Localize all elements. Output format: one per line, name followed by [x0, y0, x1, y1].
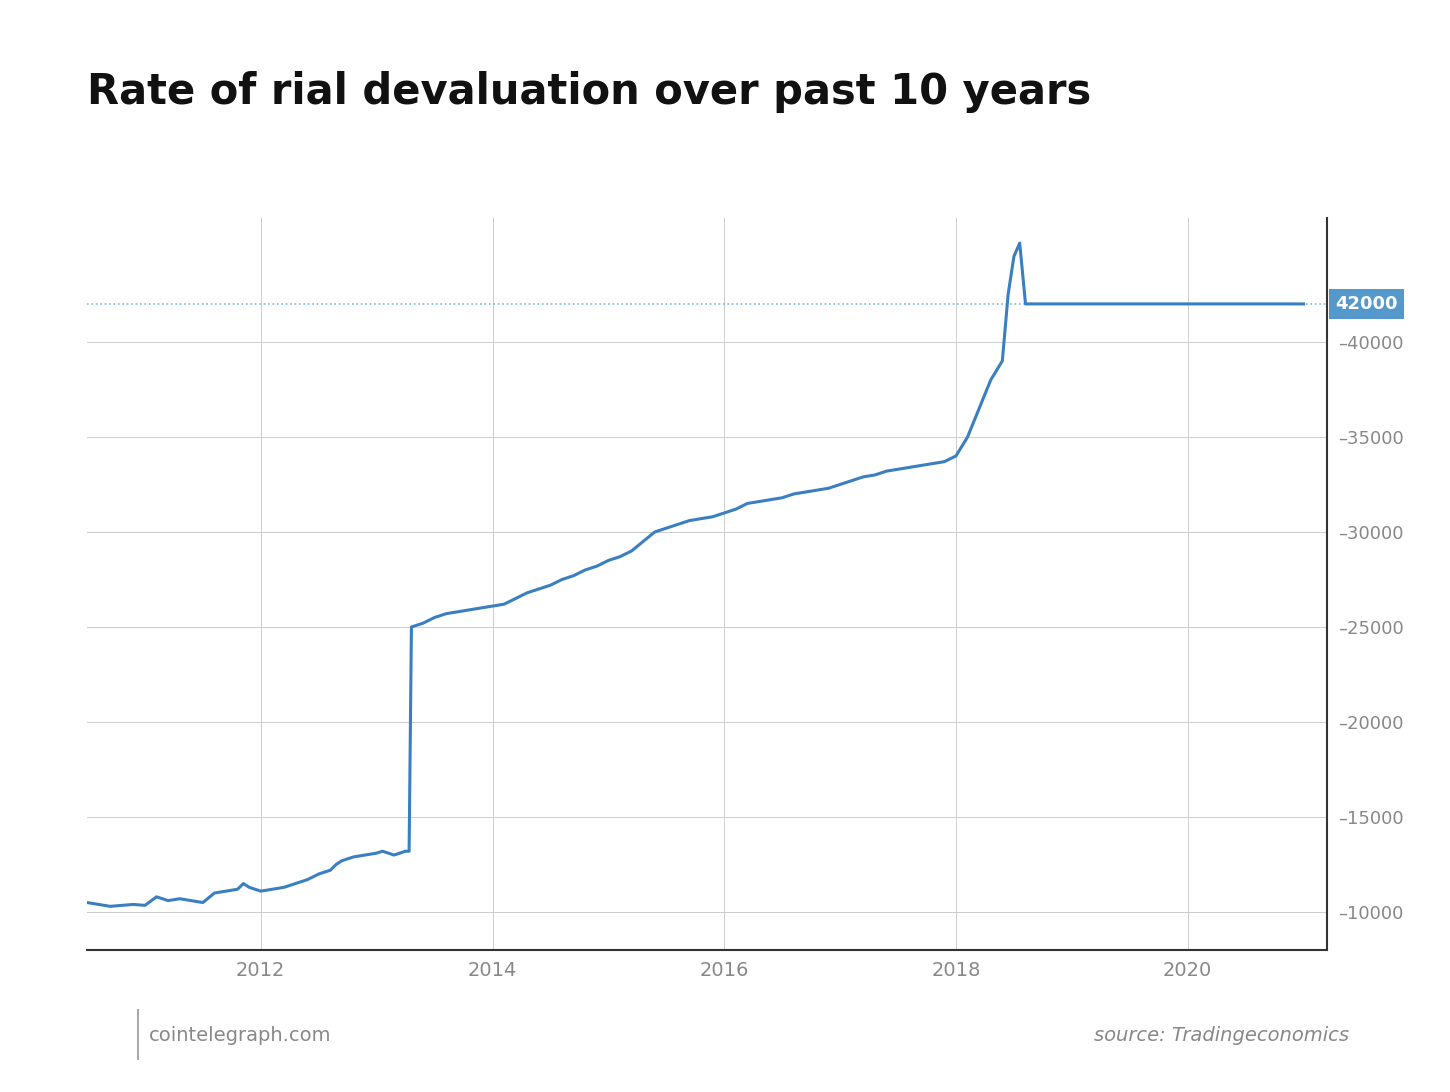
Text: Rate of rial devaluation over past 10 years: Rate of rial devaluation over past 10 ye… [87, 71, 1092, 112]
Text: cointelegraph.com: cointelegraph.com [149, 1025, 332, 1045]
Text: 42000: 42000 [1335, 295, 1398, 313]
Text: source: Tradingeconomics: source: Tradingeconomics [1093, 1025, 1348, 1045]
